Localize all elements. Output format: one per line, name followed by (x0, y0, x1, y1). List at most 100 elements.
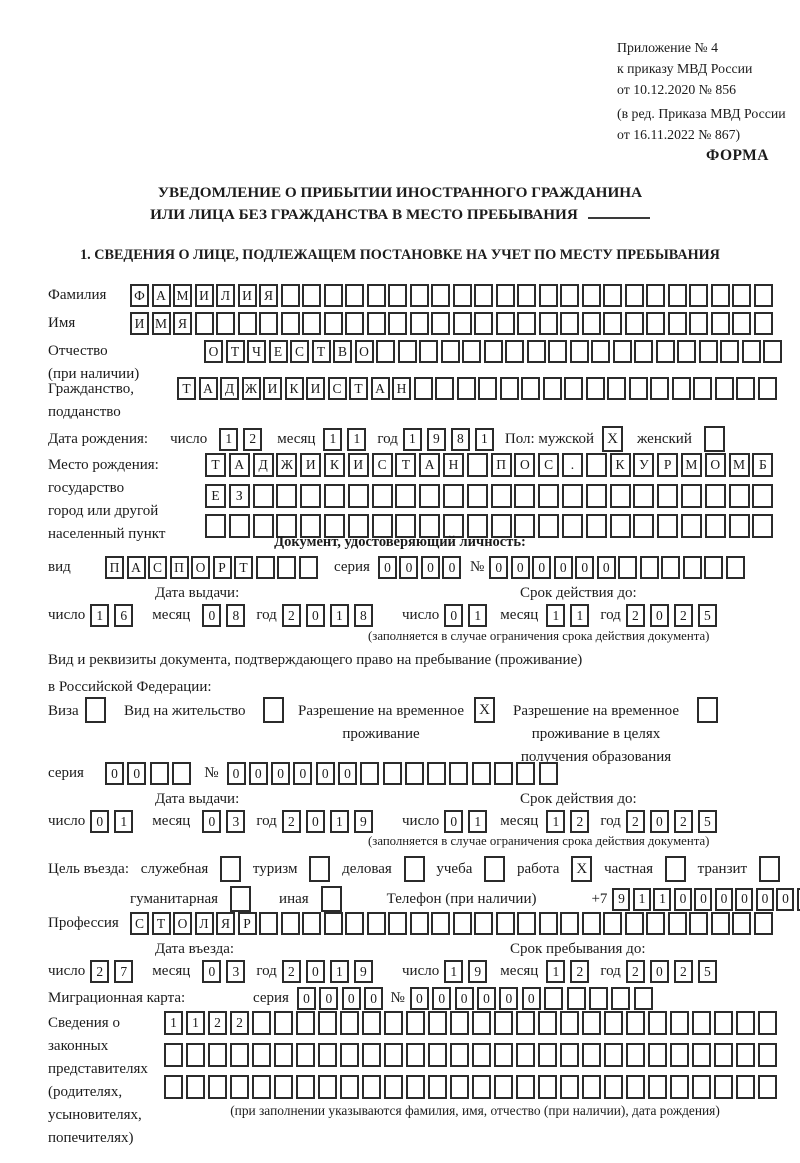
char-cell[interactable] (667, 312, 687, 335)
char-cell[interactable] (490, 514, 512, 538)
char-cell[interactable] (208, 1075, 227, 1099)
char-cell[interactable]: С (327, 377, 347, 400)
char-cell[interactable]: 0 (296, 987, 316, 1010)
char-cell[interactable]: 0 (714, 887, 733, 911)
char-cell[interactable] (517, 312, 536, 335)
char-cell[interactable] (428, 1075, 447, 1099)
char-cell[interactable]: 2 (570, 810, 590, 833)
char-cell[interactable] (171, 762, 191, 785)
purpose-humanitarian-checkbox[interactable] (230, 886, 252, 912)
char-cell[interactable]: 1 (329, 960, 349, 983)
char-cell[interactable] (296, 1043, 315, 1067)
char-cell[interactable] (298, 556, 318, 579)
char-cell[interactable] (388, 912, 407, 935)
char-cell[interactable]: И (263, 377, 282, 400)
char-cell[interactable]: И (306, 377, 325, 400)
char-cell[interactable] (521, 377, 540, 400)
char-cell[interactable] (371, 484, 393, 508)
temp-residence-education-checkbox[interactable] (697, 697, 718, 723)
char-cell[interactable] (259, 312, 278, 335)
char-cell[interactable] (514, 484, 536, 508)
char-cell[interactable]: 0 (649, 810, 669, 833)
char-cell[interactable]: 9 (468, 960, 488, 983)
char-cell[interactable] (376, 340, 395, 363)
char-cell[interactable]: 0 (409, 987, 429, 1010)
char-cell[interactable] (728, 514, 750, 538)
char-cell[interactable]: 2 (281, 960, 301, 983)
char-cell[interactable] (466, 484, 488, 508)
char-cell[interactable] (318, 1075, 337, 1099)
char-cell[interactable] (736, 1075, 755, 1099)
char-cell[interactable] (340, 1043, 359, 1067)
char-cell[interactable] (544, 987, 564, 1010)
char-cell[interactable] (384, 1075, 403, 1099)
char-cell[interactable]: Я (259, 284, 278, 307)
char-cell[interactable]: 0 (337, 762, 357, 785)
char-cell[interactable] (538, 284, 558, 307)
char-cell[interactable] (639, 556, 659, 579)
char-cell[interactable] (472, 1043, 491, 1067)
char-cell[interactable] (478, 377, 497, 400)
char-cell[interactable] (526, 340, 546, 363)
char-cell[interactable] (736, 1043, 755, 1067)
char-cell[interactable] (384, 1043, 403, 1067)
char-cell[interactable]: 0 (575, 556, 595, 579)
char-cell[interactable] (646, 312, 665, 335)
char-cell[interactable] (538, 312, 558, 335)
char-cell[interactable]: 0 (420, 556, 440, 579)
char-cell[interactable]: 3 (226, 960, 246, 983)
char-cell[interactable] (736, 1011, 755, 1035)
char-cell[interactable]: 2 (625, 604, 645, 627)
char-cell[interactable]: 1 (570, 604, 590, 627)
char-cell[interactable] (692, 1011, 711, 1035)
char-cell[interactable] (689, 912, 708, 935)
char-cell[interactable]: А (151, 284, 171, 307)
char-cell[interactable] (604, 1075, 623, 1099)
char-cell[interactable] (538, 514, 560, 538)
char-cell[interactable]: А (419, 453, 441, 477)
char-cell[interactable]: 0 (673, 887, 692, 911)
char-cell[interactable] (208, 1043, 227, 1067)
char-cell[interactable]: К (284, 377, 304, 400)
char-cell[interactable] (366, 912, 386, 935)
char-cell[interactable]: 0 (364, 987, 384, 1010)
char-cell[interactable] (670, 1011, 689, 1035)
char-cell[interactable]: 0 (305, 810, 325, 833)
char-cell[interactable]: 0 (105, 762, 124, 785)
residence-permit-checkbox[interactable] (263, 697, 284, 723)
char-cell[interactable]: 0 (90, 810, 110, 833)
char-cell[interactable] (585, 484, 607, 508)
char-cell[interactable] (323, 514, 345, 538)
char-cell[interactable] (633, 987, 653, 1010)
char-cell[interactable]: 0 (510, 556, 530, 579)
char-cell[interactable] (452, 312, 472, 335)
char-cell[interactable]: 1 (164, 1011, 183, 1035)
char-cell[interactable]: Л (216, 284, 235, 307)
char-cell[interactable] (538, 762, 558, 785)
char-cell[interactable] (582, 1075, 601, 1099)
char-cell[interactable] (164, 1075, 183, 1099)
char-cell[interactable] (366, 284, 386, 307)
char-cell[interactable]: 0 (341, 987, 361, 1010)
char-cell[interactable] (494, 762, 514, 785)
purpose-official-checkbox[interactable] (220, 856, 242, 882)
char-cell[interactable] (560, 312, 579, 335)
char-cell[interactable]: О (514, 453, 536, 477)
char-cell[interactable]: К (323, 453, 345, 477)
char-cell[interactable] (404, 762, 424, 785)
char-cell[interactable]: У (633, 453, 655, 477)
char-cell[interactable] (633, 514, 655, 538)
char-cell[interactable] (585, 453, 607, 477)
char-cell[interactable] (431, 912, 450, 935)
char-cell[interactable] (560, 1043, 579, 1067)
char-cell[interactable] (466, 453, 488, 477)
char-cell[interactable] (205, 514, 226, 538)
char-cell[interactable] (626, 1043, 645, 1067)
char-cell[interactable] (732, 284, 751, 307)
char-cell[interactable]: О (704, 453, 726, 477)
char-cell[interactable]: 0 (127, 762, 147, 785)
char-cell[interactable]: О (173, 912, 192, 935)
purpose-private-checkbox[interactable] (664, 856, 686, 882)
char-cell[interactable]: 0 (444, 604, 464, 627)
char-cell[interactable] (758, 1011, 777, 1035)
